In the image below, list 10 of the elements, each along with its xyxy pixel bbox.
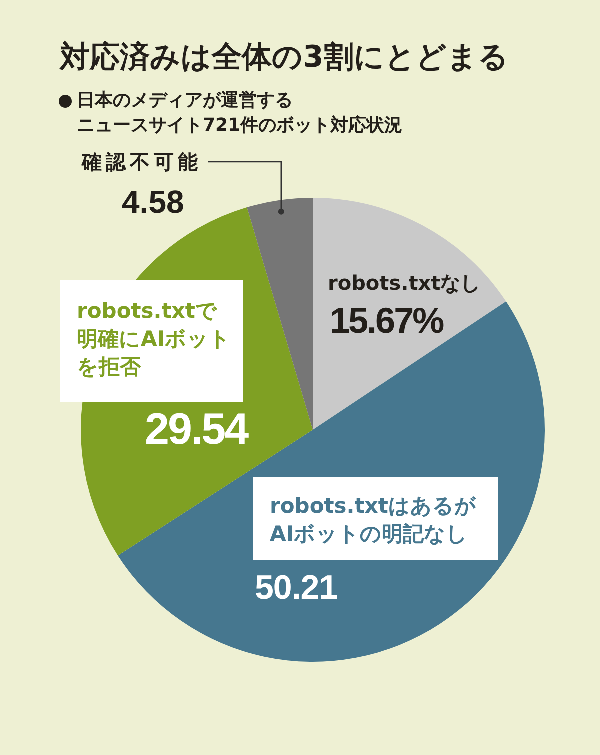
slice-label: robots.txtなし — [328, 271, 481, 295]
data-label: 50.21 — [255, 569, 338, 607]
slice-label: robots.txtはあるがAIボットの明記なし — [253, 477, 498, 560]
chart-subtitle: 日本のメディアが運営するニュースサイト721件のボット対応状況 — [77, 89, 404, 138]
data-label: 15.67% — [330, 300, 444, 341]
data-label: 4.58 — [122, 184, 184, 220]
slice-label: robots.txtで明確にAIボットを拒否 — [60, 280, 243, 402]
chart-title: 対応済みは全体の3割にとどまる — [60, 39, 509, 77]
data-label: 29.54 — [145, 405, 248, 454]
slice-label: 確認不可能 — [82, 150, 202, 174]
